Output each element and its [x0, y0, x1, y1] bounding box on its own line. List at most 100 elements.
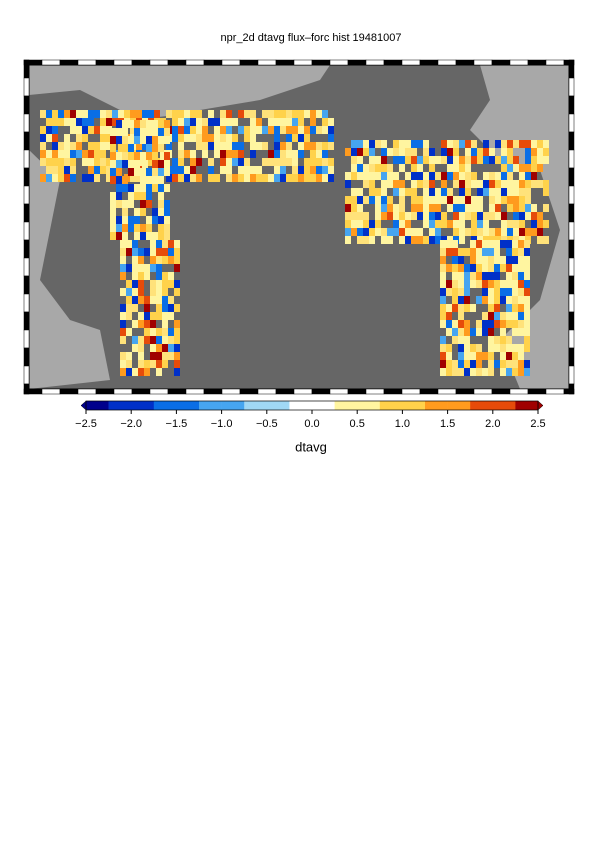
field-cell	[220, 134, 226, 142]
field-cell	[476, 280, 482, 288]
field-cell	[411, 172, 417, 180]
field-cell	[447, 140, 453, 148]
field-cell	[441, 140, 447, 148]
border-cell	[23, 185, 30, 205]
field-cell	[116, 192, 122, 200]
field-cell	[160, 150, 166, 158]
field-cell	[40, 158, 46, 166]
field-cell	[441, 156, 447, 164]
field-cell	[126, 240, 132, 248]
field-cell	[488, 288, 494, 296]
field-cell	[458, 352, 464, 360]
colorbar-tick-label: 1.5	[440, 418, 455, 430]
border-cell	[23, 203, 30, 223]
border-cell	[329, 388, 349, 395]
field-cell	[130, 174, 136, 182]
field-cell	[488, 280, 494, 288]
field-cell	[116, 232, 122, 240]
field-cell	[70, 126, 76, 134]
map	[23, 59, 575, 395]
field-cell	[345, 196, 351, 204]
field-cell	[226, 126, 232, 134]
field-cell	[357, 148, 363, 156]
field-cell	[476, 272, 482, 280]
field-cell	[208, 158, 214, 166]
field-cell	[120, 248, 126, 256]
field-cell	[531, 220, 537, 228]
field-cell	[464, 272, 470, 280]
field-cell	[458, 304, 464, 312]
field-cell	[184, 166, 190, 174]
field-cell	[393, 180, 399, 188]
field-cell	[144, 304, 150, 312]
field-cell	[70, 142, 76, 150]
field-cell	[268, 126, 274, 134]
field-cell	[208, 166, 214, 174]
field-cell	[525, 180, 531, 188]
field-cell	[120, 352, 126, 360]
field-cell	[375, 188, 381, 196]
border-cell	[257, 59, 277, 66]
field-cell	[178, 142, 184, 150]
field-cell	[507, 188, 513, 196]
field-cell	[459, 220, 465, 228]
field-cell	[140, 152, 146, 160]
field-cell	[132, 264, 138, 272]
field-cell	[150, 240, 156, 248]
field-cell	[82, 150, 88, 158]
border-cell	[113, 388, 133, 395]
field-cell	[146, 224, 152, 232]
field-cell	[226, 174, 232, 182]
field-cell	[174, 256, 180, 264]
field-cell	[298, 174, 304, 182]
field-cell	[190, 134, 196, 142]
border-cell	[545, 59, 565, 66]
field-cell	[40, 110, 46, 118]
field-cell	[524, 344, 530, 352]
field-cell	[110, 152, 116, 160]
field-cell	[106, 134, 112, 142]
field-cell	[142, 110, 148, 118]
field-cell	[452, 368, 458, 376]
field-cell	[375, 164, 381, 172]
field-cell	[310, 142, 316, 150]
field-cell	[488, 360, 494, 368]
field-cell	[464, 296, 470, 304]
field-cell	[158, 144, 164, 152]
field-cell	[132, 248, 138, 256]
field-cell	[158, 200, 164, 208]
colorbar-cell	[447, 401, 471, 410]
field-cell	[238, 150, 244, 158]
field-cell	[178, 134, 184, 142]
field-cell	[405, 220, 411, 228]
field-cell	[488, 272, 494, 280]
field-cell	[190, 150, 196, 158]
field-cell	[489, 228, 495, 236]
field-cell	[168, 328, 174, 336]
border-cell	[23, 275, 30, 295]
field-cell	[226, 142, 232, 150]
field-cell	[411, 156, 417, 164]
field-cell	[208, 174, 214, 182]
field-cell	[196, 118, 202, 126]
field-cell	[507, 180, 513, 188]
field-cell	[150, 336, 156, 344]
field-cell	[150, 288, 156, 296]
field-cell	[244, 126, 250, 134]
border-cell	[329, 59, 349, 66]
field-cell	[465, 212, 471, 220]
land	[29, 65, 330, 110]
field-cell	[274, 110, 280, 118]
field-cell	[524, 280, 530, 288]
field-cell	[363, 196, 369, 204]
field-cell	[214, 150, 220, 158]
field-cell	[76, 110, 82, 118]
field-cell	[452, 288, 458, 296]
field-cell	[440, 272, 446, 280]
field-cell	[357, 164, 363, 172]
border-cell	[568, 113, 575, 133]
field-cell	[518, 288, 524, 296]
field-cell	[518, 368, 524, 376]
field-cell	[351, 164, 357, 172]
field-cell	[435, 172, 441, 180]
